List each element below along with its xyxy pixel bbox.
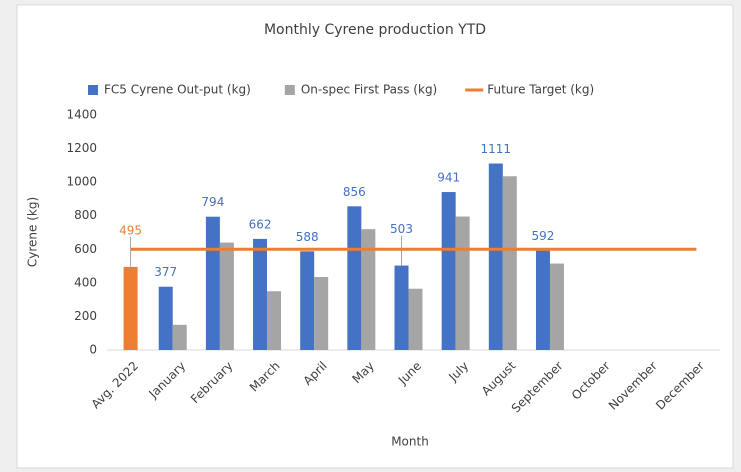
data-label: 794 <box>201 195 224 209</box>
legend-label: Future Target (kg) <box>487 83 594 97</box>
data-label: 503 <box>390 222 413 236</box>
bar <box>158 286 173 350</box>
bar <box>535 250 550 350</box>
y-tick-label: 800 <box>74 208 97 222</box>
y-tick-label: 600 <box>74 242 97 256</box>
bar <box>549 263 564 350</box>
x-axis-label: Month <box>391 435 429 449</box>
bar <box>253 238 268 350</box>
data-label: 1111 <box>481 142 512 156</box>
bar <box>172 324 187 350</box>
y-tick-label: 1000 <box>66 175 97 189</box>
data-label: 856 <box>343 185 366 199</box>
legend-swatch <box>88 85 98 95</box>
data-label: 662 <box>249 217 272 231</box>
data-label: 377 <box>154 265 177 279</box>
bar <box>219 242 234 350</box>
bar <box>267 291 282 350</box>
bar <box>502 176 517 350</box>
y-tick-label: 0 <box>89 343 97 357</box>
bar <box>300 251 315 350</box>
y-tick-label: 1400 <box>66 108 97 122</box>
data-label: 592 <box>532 229 555 243</box>
bar <box>314 276 329 350</box>
y-tick-label: 1200 <box>66 141 97 155</box>
bar <box>408 288 423 350</box>
bar <box>394 265 409 350</box>
y-tick-label: 200 <box>74 309 97 323</box>
y-axis-label: Cyrene (kg) <box>26 197 40 267</box>
chart-title: Monthly Cyrene production YTD <box>264 22 486 38</box>
bar <box>123 266 138 350</box>
data-label: 941 <box>437 171 460 185</box>
bar <box>488 163 503 350</box>
legend-label: On-spec First Pass (kg) <box>301 83 437 97</box>
bar <box>347 206 362 350</box>
data-label: 495 <box>119 223 142 237</box>
bar <box>455 216 470 350</box>
legend-label: FC5 Cyrene Out-put (kg) <box>104 83 251 97</box>
bar <box>361 229 376 350</box>
bar <box>205 216 220 350</box>
legend-swatch <box>284 85 295 95</box>
data-label: 588 <box>296 230 319 244</box>
y-tick-label: 400 <box>74 275 97 289</box>
bar <box>441 192 456 350</box>
